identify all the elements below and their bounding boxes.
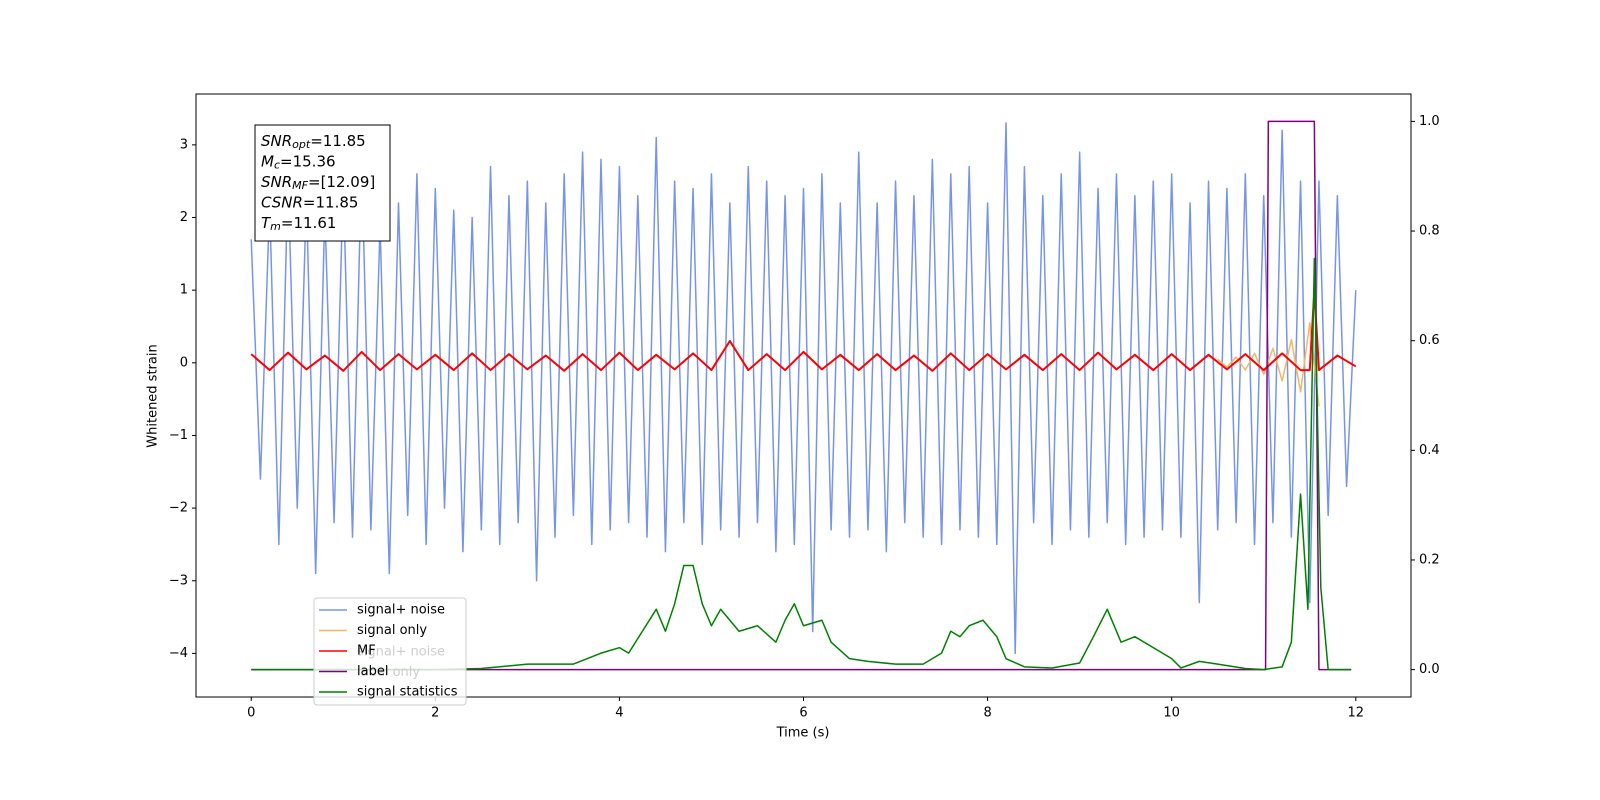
annotation: CSNR=11.85 xyxy=(261,193,358,211)
annotation: SNRMF=[12.09] xyxy=(261,173,375,193)
y2-tick-label: 0.0 xyxy=(1419,662,1440,677)
x-tick-label: 2 xyxy=(431,706,439,721)
y-tick-label: 0 xyxy=(180,355,188,370)
x-tick-label: 8 xyxy=(983,706,991,721)
x-tick-label: 4 xyxy=(615,706,623,721)
legend-label: MF xyxy=(357,644,376,659)
y-tick-label: 2 xyxy=(180,210,188,225)
series-line xyxy=(250,122,1357,655)
legend-label: signal only xyxy=(357,623,427,638)
annotation: Tm=11.61 xyxy=(261,214,336,234)
annotation-subscript: opt xyxy=(292,138,311,151)
annotation: SNRopt=11.85 xyxy=(261,132,366,152)
annotation-value: =15.36 xyxy=(280,152,336,170)
x-tick-label: 6 xyxy=(799,706,807,721)
series-line xyxy=(1217,322,1320,407)
annotation-symbol: M xyxy=(261,152,274,170)
annotation-symbol: T xyxy=(261,214,272,232)
annotation-subscript: c xyxy=(274,159,280,172)
y2-tick-label: 0.2 xyxy=(1419,552,1440,567)
x-tick-label: 0 xyxy=(247,706,255,721)
annotation-subscript: m xyxy=(270,220,281,233)
y-tick-label: −2 xyxy=(169,501,188,516)
series-line xyxy=(251,120,1352,671)
y-tick-label: 1 xyxy=(180,283,188,298)
annotation-symbol: CSNR xyxy=(261,193,303,211)
legend-label: label xyxy=(357,664,388,679)
annotation-value: =11.85 xyxy=(303,193,359,211)
x-tick-label: 10 xyxy=(1163,706,1180,721)
y2-tick-label: 0.4 xyxy=(1419,443,1440,458)
annotation-symbol: SNR xyxy=(261,173,292,191)
y2-tick-label: 0.6 xyxy=(1419,333,1440,348)
legend-label: signal statistics xyxy=(357,685,458,700)
y-tick-label: 3 xyxy=(180,137,188,152)
y-axis-label: Whitened strain xyxy=(146,344,161,447)
annotation-value: =11.85 xyxy=(310,132,366,150)
plot-area xyxy=(250,120,1357,671)
annotation-box xyxy=(254,124,391,242)
annotation: Mc=15.36 xyxy=(261,152,336,172)
annotation-symbol: SNR xyxy=(261,132,292,150)
x-axis-label: Time (s) xyxy=(776,726,830,741)
y-tick-label: −4 xyxy=(169,646,188,661)
annotation-value: =11.61 xyxy=(281,214,337,232)
series-line xyxy=(251,257,1352,671)
series-line xyxy=(250,289,1357,372)
legend-box xyxy=(313,597,467,706)
x-tick-label: 12 xyxy=(1347,706,1364,721)
annotation-subscript: MF xyxy=(292,179,308,192)
y-tick-label: −3 xyxy=(169,573,188,588)
annotation-value: =[12.09] xyxy=(308,173,375,191)
y2-tick-label: 1.0 xyxy=(1419,114,1440,129)
legend-label: signal+ noise xyxy=(357,603,445,618)
y-tick-label: −1 xyxy=(169,428,188,443)
y2-tick-label: 0.8 xyxy=(1419,224,1440,239)
overlays: 0 2 4 6 8 10 12−4−3−2−101230.00.20.40.60.81.0S… xyxy=(169,114,1440,721)
